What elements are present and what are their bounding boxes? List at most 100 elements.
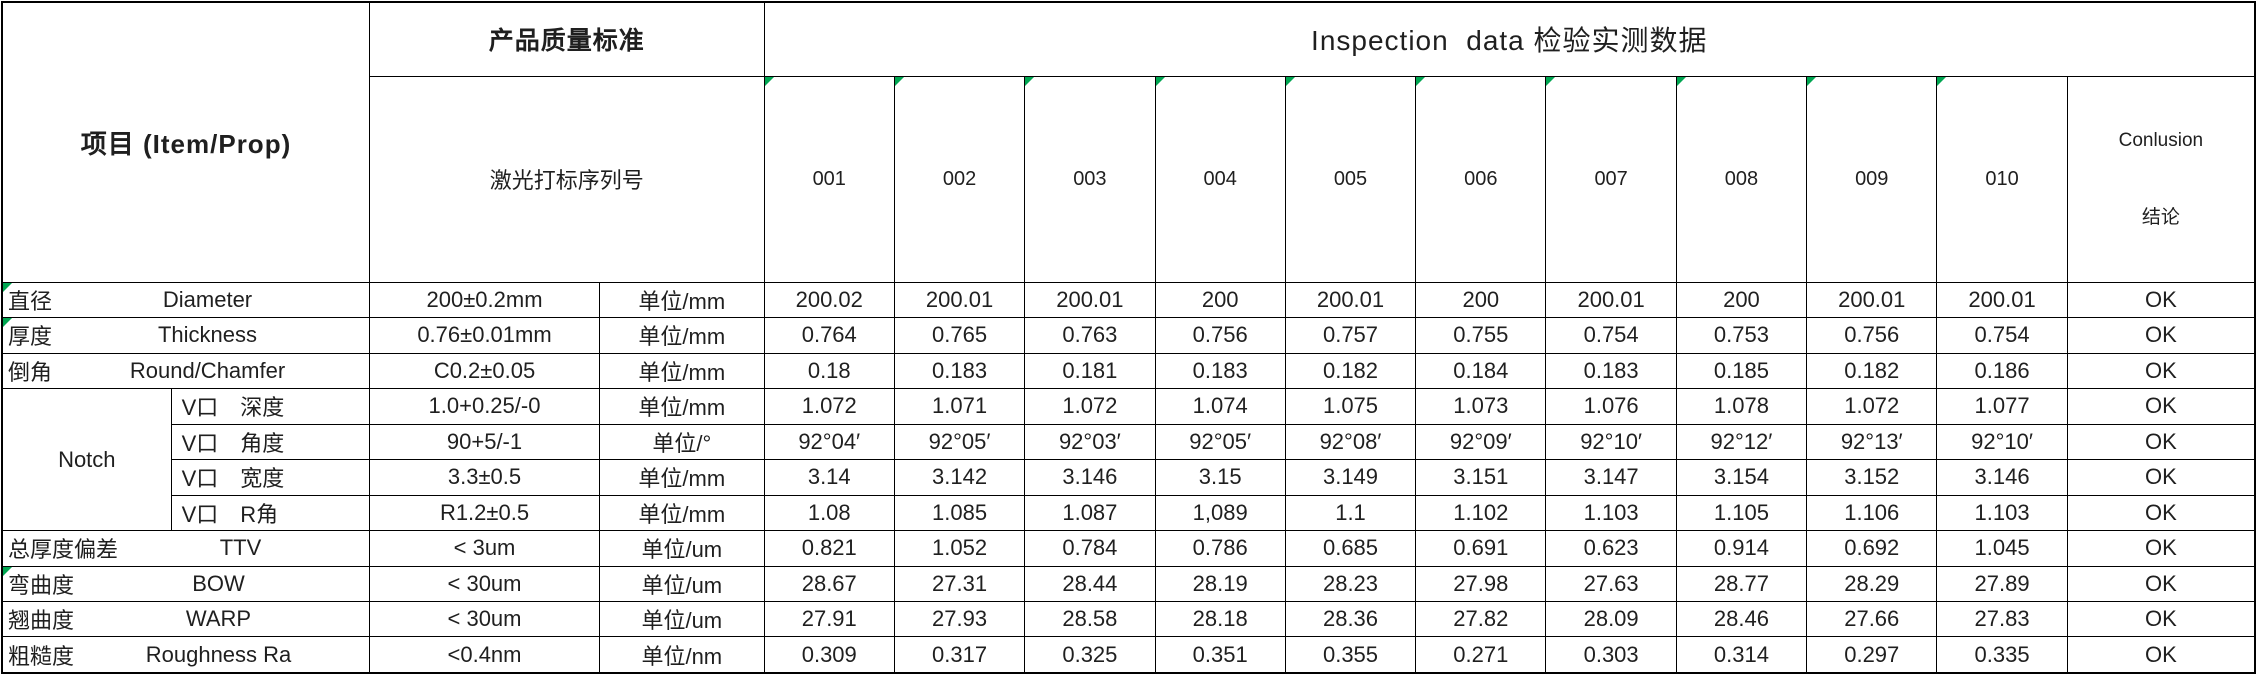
notch-group-cell: Notch xyxy=(1,388,172,532)
unit-cell: 单位/mm xyxy=(599,388,765,425)
value-cell: 1.076 xyxy=(1545,388,1677,425)
standard-cell: 1.0+0.25/-0 xyxy=(369,388,600,425)
row-thickness: 厚度 Thickness 0.76±0.01mm 单位/mm 0.764 0.76… xyxy=(1,317,2256,354)
serial-header-010: 010 xyxy=(1936,75,2068,283)
value-cell: 200.02 xyxy=(763,281,895,319)
row-label-en: Round/Chamfer xyxy=(129,357,286,383)
value-cell: 0.754 xyxy=(1936,317,2068,354)
value-cell: 92°05′ xyxy=(1154,423,1286,461)
unit-cell: 单位/mm xyxy=(599,281,765,319)
value-cell: 28.77 xyxy=(1675,565,1808,602)
value-cell: 200.01 xyxy=(893,281,1026,319)
value-cell: 92°13′ xyxy=(1806,423,1938,461)
item-cell: 粗糙度 Roughness Ra xyxy=(1,636,371,674)
value-cell: 28.09 xyxy=(1545,600,1677,638)
unit-cell: 单位/° xyxy=(599,423,765,461)
unit-cell: 单位/um xyxy=(599,530,765,567)
value-cell: 28.44 xyxy=(1024,565,1156,602)
standard-cell: 3.3±0.5 xyxy=(369,459,600,496)
value-cell: 0.183 xyxy=(1545,352,1677,390)
conclusion-header-cn: 结论 xyxy=(2141,206,2180,228)
value-cell: 0.691 xyxy=(1415,530,1547,567)
unit-cell: 单位/um xyxy=(599,600,765,638)
value-cell: 1.078 xyxy=(1675,388,1808,425)
item-column-header: 项目 (Item/Prop) xyxy=(1,1,371,283)
row-bow: 弯曲度 BOW < 30um 单位/um 28.67 27.31 28.44 28… xyxy=(1,565,2256,602)
serial-header-008: 008 xyxy=(1675,75,1808,283)
value-cell: 0.756 xyxy=(1154,317,1286,354)
value-cell: 92°04′ xyxy=(763,423,895,461)
row-ttv: 总厚度偏差 TTV < 3um 单位/um 0.821 1.052 0.784 0… xyxy=(1,530,2256,567)
sub-item-cell: V口 R角 xyxy=(170,494,371,532)
sub-item-cell: V口 深度 xyxy=(170,388,371,425)
value-cell: 1.073 xyxy=(1415,388,1547,425)
value-cell: 0.623 xyxy=(1545,530,1677,567)
conclusion-cell: OK xyxy=(2066,600,2256,638)
row-label-cn: 总厚度偏差 xyxy=(8,537,119,563)
serial-header-007: 007 xyxy=(1545,75,1677,283)
value-cell: 28.18 xyxy=(1154,600,1286,638)
value-cell: 92°09′ xyxy=(1415,423,1547,461)
standard-cell: 0.76±0.01mm xyxy=(369,317,600,354)
row-label-en: Roughness Ra xyxy=(145,641,292,667)
value-cell: 1,089 xyxy=(1154,494,1286,532)
serial-header-006: 006 xyxy=(1415,75,1547,283)
unit-cell: 单位/mm xyxy=(599,317,765,354)
standard-cell: <0.4nm xyxy=(369,636,600,674)
quality-standard-header: 产品质量标准 xyxy=(369,1,765,77)
value-cell: 1.08 xyxy=(763,494,895,532)
value-cell: 200 xyxy=(1675,281,1808,319)
value-cell: 1.103 xyxy=(1936,494,2068,532)
value-cell: 92°12′ xyxy=(1675,423,1808,461)
value-cell: 0.692 xyxy=(1806,530,1938,567)
value-cell: 0.297 xyxy=(1806,636,1938,674)
value-cell: 92°10′ xyxy=(1936,423,2068,461)
row-notch-depth: Notch V口 深度 1.0+0.25/-0 单位/mm 1.072 1.07… xyxy=(1,388,2256,532)
item-cell: 翘曲度 WARP xyxy=(1,600,371,638)
value-cell: 3.15 xyxy=(1154,459,1286,496)
row-label-en: WARP xyxy=(185,606,252,632)
sub-item-cell: V口 角度 xyxy=(170,423,371,461)
value-cell: 200.01 xyxy=(1024,281,1156,319)
row-label-en: Diameter xyxy=(162,286,253,312)
value-cell: 3.142 xyxy=(893,459,1026,496)
value-cell: 0.182 xyxy=(1806,352,1938,390)
standard-cell: 200±0.2mm xyxy=(369,281,600,319)
value-cell: 0.685 xyxy=(1284,530,1417,567)
value-cell: 92°05′ xyxy=(893,423,1026,461)
value-cell: 1.072 xyxy=(1024,388,1156,425)
value-cell: 92°10′ xyxy=(1545,423,1677,461)
unit-cell: 单位/mm xyxy=(599,352,765,390)
value-cell: 0.309 xyxy=(763,636,895,674)
value-cell: 1.1 xyxy=(1284,494,1417,532)
value-cell: 0.182 xyxy=(1284,352,1417,390)
conclusion-cell: OK xyxy=(2066,565,2256,602)
value-cell: 200.01 xyxy=(1936,281,2068,319)
value-cell: 3.14 xyxy=(763,459,895,496)
value-cell: 0.914 xyxy=(1675,530,1808,567)
conclusion-cell: OK xyxy=(2066,352,2256,390)
value-cell: 27.66 xyxy=(1806,600,1938,638)
value-cell: 92°08′ xyxy=(1284,423,1417,461)
value-cell: 1.075 xyxy=(1284,388,1417,425)
value-cell: 1.087 xyxy=(1024,494,1156,532)
value-cell: 0.765 xyxy=(893,317,1026,354)
item-cell: 弯曲度 BOW xyxy=(1,565,371,602)
standard-cell: R1.2±0.5 xyxy=(369,494,600,532)
value-cell: 1.071 xyxy=(893,388,1026,425)
value-cell: 0.755 xyxy=(1415,317,1547,354)
sub-item-cell: V口 宽度 xyxy=(170,459,371,496)
value-cell: 1.106 xyxy=(1806,494,1938,532)
value-cell: 0.351 xyxy=(1154,636,1286,674)
value-cell: 0.271 xyxy=(1415,636,1547,674)
serial-header-005: 005 xyxy=(1284,75,1417,283)
value-cell: 27.63 xyxy=(1545,565,1677,602)
value-cell: 0.18 xyxy=(763,352,895,390)
value-cell: 27.93 xyxy=(893,600,1026,638)
standard-cell: C0.2±0.05 xyxy=(369,352,600,390)
value-cell: 27.31 xyxy=(893,565,1026,602)
standard-cell: < 3um xyxy=(369,530,600,567)
serial-header-001: 001 xyxy=(763,75,895,283)
value-cell: 28.23 xyxy=(1284,565,1417,602)
value-cell: 27.91 xyxy=(763,600,895,638)
